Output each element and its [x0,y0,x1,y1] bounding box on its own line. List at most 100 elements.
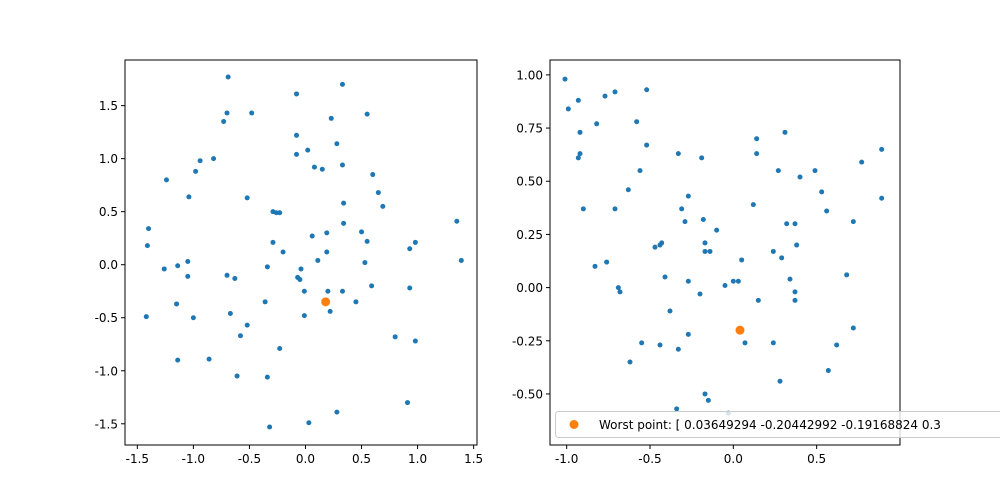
scatter-point [224,110,230,116]
scatter-point [454,218,460,224]
scatter-point [277,210,283,216]
scatter-point [325,288,331,294]
scatter-point [301,313,307,319]
scatter-point [792,221,798,227]
right-scatter-plot: -1.0 -0.5 0.0 0.5 -0.50 -0.25 0.00 0.25 0.50 0.75… [512,59,901,466]
scatter-point [602,93,608,99]
scatter-point [380,203,386,209]
scatter-point [879,146,885,152]
scatter-point [594,121,600,127]
scatter-point [634,119,640,125]
scatter-point [244,322,250,328]
y-tick-label: 0.75 [516,122,543,136]
scatter-point [697,291,703,297]
scatter-point [193,168,199,174]
scatter-point [264,264,270,270]
scatter-point [324,249,330,255]
scatter-point [297,277,303,283]
scatter-point [627,359,633,365]
scatter-point [604,259,610,265]
y-tick-label: -1.0 [95,364,118,378]
scatter-point [637,168,643,174]
scatter-point [784,221,790,227]
scatter-point [644,87,650,93]
scatter-point [700,217,706,223]
legend: Worst point: [ 0.03649294 -0.20442992 -0… [555,411,1000,438]
scatter-point [702,248,708,254]
scatter-point [685,193,691,199]
scatter-point [277,345,283,351]
scatter-point [298,266,304,272]
scatter-point [339,162,345,168]
scatter-point [174,301,180,307]
x-tick-label: -1.0 [555,452,578,466]
legend-label: Worst point: [ 0.03649294 -0.20442992 -0… [599,418,941,432]
x-tick-label: 0.0 [724,452,743,466]
scatter-point [562,76,568,82]
scatter-point [353,299,359,305]
scatter-point [190,315,196,321]
scatter-point [186,194,192,200]
scatter-point [362,260,368,266]
scatter-point [675,151,681,157]
scatter-point [267,424,273,430]
scatter-point [405,400,410,406]
scatter-point [859,159,865,165]
scatter-point [364,238,370,244]
scatter-point [225,74,231,80]
scatter-point [615,285,621,291]
scatter-point [565,106,571,112]
worst-point-marker [735,325,745,335]
x-tick-label: 0.0 [296,452,315,466]
legend-marker [569,420,579,429]
scatter-point [185,259,191,265]
scatter-point [575,97,581,103]
y-tick-label: 0.50 [516,175,543,189]
scatter-point [237,333,243,339]
scatter-point [575,155,581,161]
scatter-point [234,373,240,379]
scatter-point [699,155,705,161]
scatter-point [249,110,255,116]
scatter-point [657,342,663,348]
left-scatter-plot: -1.5 -1.0 -0.5 0.0 0.5 1.0 1.5 -1.5 -1.0 -0.5 0.0 0… [95,59,483,466]
scatter-point [879,195,885,201]
scatter-point [770,248,776,254]
scatter-point [794,242,800,248]
scatter-point [294,132,300,138]
scatter-point [392,334,398,340]
scatter-point [458,257,464,263]
scatter-point [777,378,783,384]
scatter-point [779,255,785,261]
scatter-point [221,119,227,125]
scatter-point [674,406,680,412]
x-tick-label: 1.5 [464,452,483,466]
scatter-point [850,219,856,225]
scatter-point [787,276,793,282]
scatter-point [341,200,347,206]
axes-frame [124,59,478,446]
scatter-point [339,288,345,294]
scatter-point [592,263,598,269]
scatter-point [341,220,347,226]
y-tick-label: -0.25 [512,334,543,348]
scatter-point [612,206,618,212]
scatter-point [334,141,340,147]
scatter-point [364,111,370,117]
scatter-point [819,189,825,195]
scatter-point [707,248,713,254]
x-tick-label: 0.5 [352,452,371,466]
y-tick-label: 0.5 [99,205,118,219]
scatter-point [834,342,840,348]
x-tick-label: -1.5 [126,452,149,466]
x-tick-label: -0.5 [638,452,661,466]
scatter-point [206,356,212,362]
scatter-point [211,156,217,162]
scatter-point [327,308,333,314]
x-tick-label: 0.5 [807,452,826,466]
scatter-point [792,289,798,295]
y-tick-label: 1.0 [99,152,118,166]
legend-box [555,411,1000,438]
axes-frame [549,59,901,446]
